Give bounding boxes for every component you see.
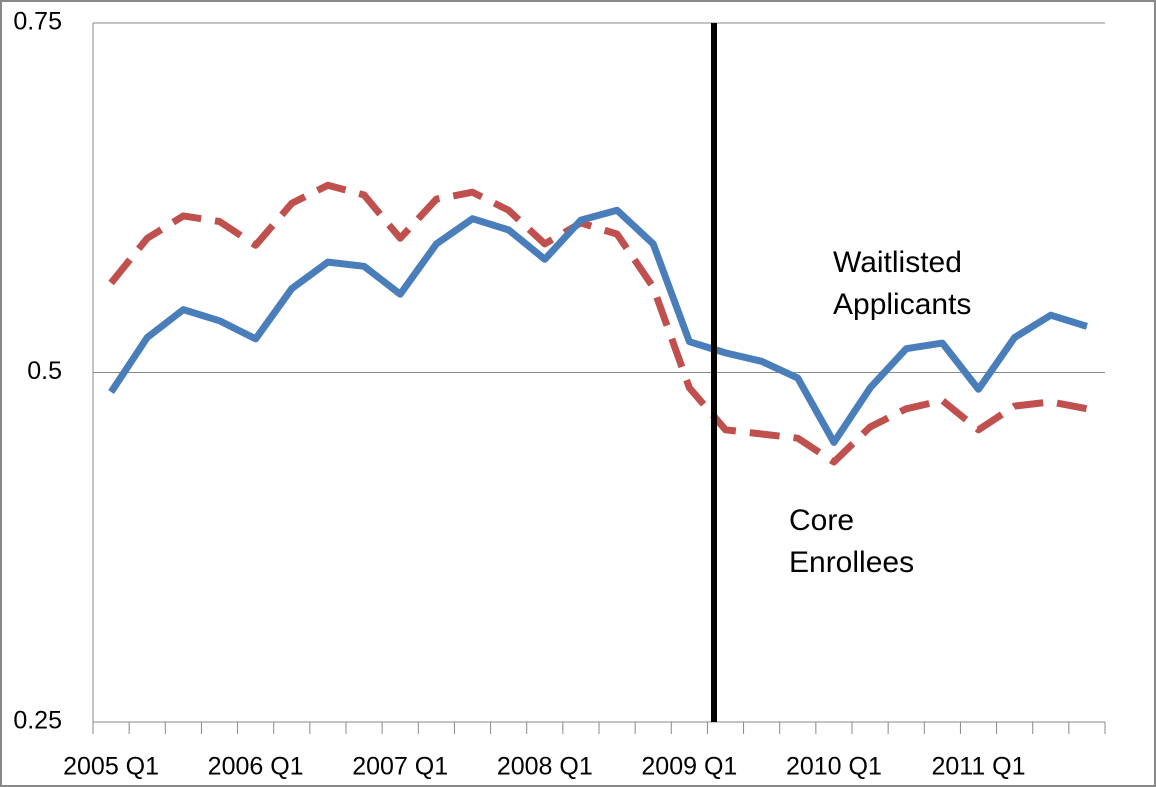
series-lines [108,181,1088,466]
series-line [108,206,1088,446]
x-tick-label: 2011 Q1 [931,753,1025,781]
x-tick-label: 2007 Q1 [352,753,448,781]
series-annotation: Core Enrollees [789,504,915,579]
x-tick-label: 2005 Q1 [63,753,159,781]
x-tick-label: 2010 Q1 [786,753,882,781]
x-tick-label: 2008 Q1 [497,753,593,781]
y-tick-label: 0.5 [27,357,62,385]
x-tick-label: 2009 Q1 [641,753,737,781]
y-tick-label: 0.25 [13,707,62,735]
y-tick-label: 0.75 [13,8,62,36]
x-tick-label: 2006 Q1 [208,753,304,781]
grid: 0.25 0.5 0.75 2005 Q1 2006 Q1 2007 Q1 2008 Q1 2… [13,8,1106,781]
series-line [108,181,1088,466]
series-annotation: Waitlisted Applicants [833,246,972,321]
